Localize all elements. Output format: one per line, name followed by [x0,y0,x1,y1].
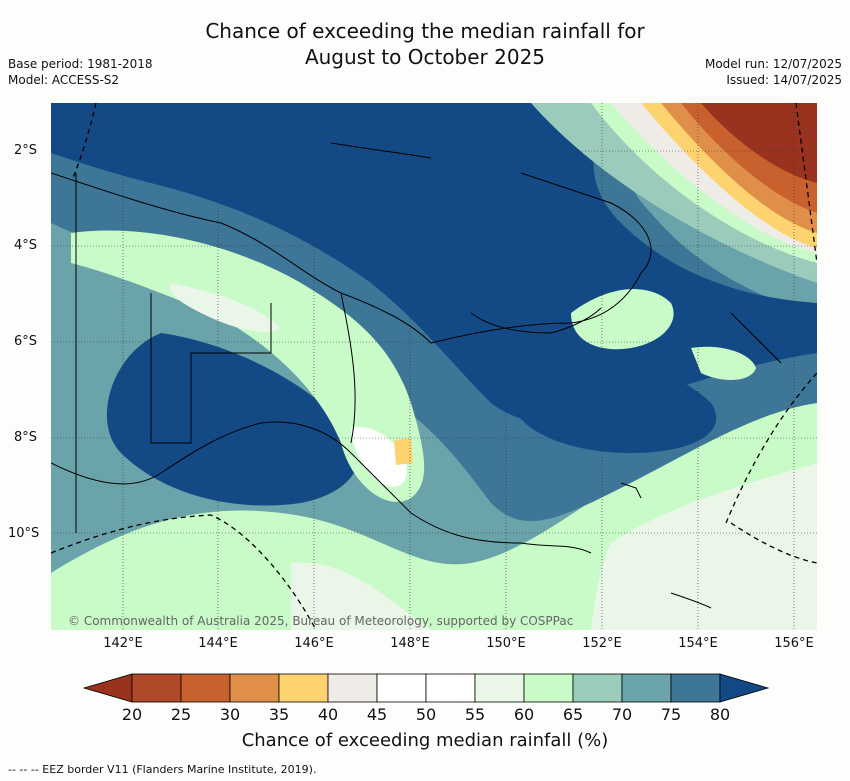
model-run-text: Model run: 12/07/2025 [704,57,842,71]
lon-label-156e: 156°E [774,636,814,651]
band-80-east [511,363,717,453]
colorbar-tick-label: 30 [219,705,241,724]
band-20-25-ne [701,103,817,183]
colorbar-tick-label: 20 [121,705,143,724]
band-80-central [106,333,359,506]
lat-label-6s: 6°S [14,334,38,349]
band-45-55-highlands [351,427,407,487]
eez-borders [51,103,817,630]
colorbar-tick-label: 50 [415,705,437,724]
lon-label-152e: 152°E [582,636,622,651]
lon-label-144e: 144°E [198,636,238,651]
meta-right: Model run: 12/07/2025 Issued: 14/07/2025 [705,56,842,88]
colorbar-segment-30-35 [229,673,280,703]
coastlines [51,142,782,609]
lon-label-154e: 154°E [678,636,718,651]
colorbar-tick-label: 80 [709,705,731,724]
band-35-40-highlands [394,438,413,465]
colorbar-title: Chance of exceeding median rainfall (%) [241,730,609,751]
colorbar-segment-45-50 [376,673,427,703]
colorbar-extend-high [719,673,770,703]
title-line-1: Chance of exceeding the median rainfall … [205,19,645,43]
colorbar-tick-label: 45 [366,705,388,724]
colorbar-segment-70-75 [621,673,672,703]
graticule [51,103,817,630]
colorbar-tick-label: 35 [268,705,290,724]
lon-label-150e: 150°E [486,636,526,651]
colorbar-segment-55-60 [474,673,525,703]
colorbar-segment-50-55 [425,673,476,703]
band-55-60-highlands [170,283,281,333]
colorbar-segment-60-65 [523,673,574,703]
eez-legend-footer: -- -- -- EEZ border V11 (Flanders Marine… [8,763,317,776]
lon-label-142e: 142°E [103,636,143,651]
lat-label-8s: 8°S [14,430,38,445]
colorbar [82,673,770,703]
title-line-2: August to October 2025 [304,45,546,69]
base-period-text: Base period: 1981-2018 [8,57,153,71]
lat-label-4s: 4°S [14,238,38,253]
colorbar-tick-label: 60 [513,705,535,724]
colorbar-tick-label: 65 [562,705,584,724]
colorbar-tick-label: 70 [611,705,633,724]
rainfall-map [51,103,817,630]
issued-text: Issued: 14/07/2025 [726,73,842,87]
colorbar-tick-label: 55 [464,705,486,724]
model-text: Model: ACCESS-S2 [8,73,120,87]
colorbar-segment-65-70 [572,673,623,703]
lon-label-148e: 148°E [390,636,430,651]
colorbar-tick-label: 25 [170,705,192,724]
colorbar-tick-label: 75 [660,705,682,724]
band-60-65-far-east [691,346,756,380]
copyright-text: © Commonwealth of Australia 2025, Bureau… [68,614,574,628]
colorbar-segment-20-25 [131,673,182,703]
colorbar-extend-low [82,673,133,703]
colorbar-segment-75-80 [670,673,721,703]
colorbar-segment-40-45 [327,673,378,703]
band-55-60-south [291,562,431,630]
band-55-60-southeast [591,463,817,630]
lat-label-2s: 2°S [14,143,38,158]
lat-label-10s: 10°S [8,526,40,541]
colorbar-segment-25-30 [180,673,231,703]
band-60-65-east [571,289,674,350]
lon-label-146e: 146°E [294,636,334,651]
map-title: Chance of exceeding the median rainfall … [0,18,850,70]
colorbar-tick-label: 40 [317,705,339,724]
meta-left: Base period: 1981-2018 Model: ACCESS-S2 [8,56,153,88]
colorbar-segment-35-40 [278,673,329,703]
